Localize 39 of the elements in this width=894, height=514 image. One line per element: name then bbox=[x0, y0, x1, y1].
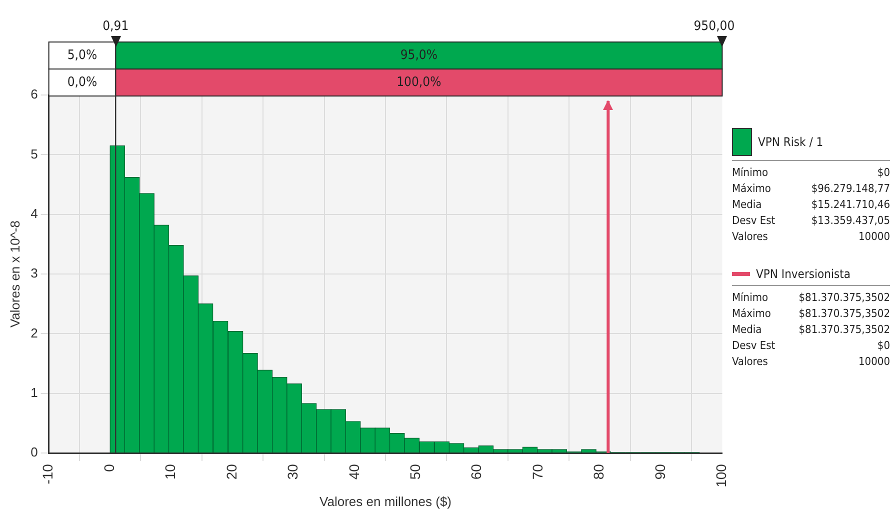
y-axis-title: Valores en x 10^-8 bbox=[7, 220, 22, 328]
x-tick-label: -10 bbox=[40, 464, 56, 484]
y-tick-label: 0 bbox=[30, 444, 38, 460]
x-tick-label: 50 bbox=[406, 464, 423, 480]
y-tick-label: 3 bbox=[30, 266, 38, 281]
x-tick-label: 40 bbox=[346, 464, 362, 480]
text: 5,0% bbox=[67, 48, 98, 63]
text: Media $81.370.375,3502 bbox=[732, 323, 890, 336]
text: 950,00 bbox=[694, 19, 735, 34]
x-tick-label: 90 bbox=[652, 464, 668, 480]
text: Mínimo $81.370.375,3502 bbox=[732, 291, 890, 304]
y-tick-label: 2 bbox=[30, 325, 38, 340]
legend-label: VPN Inversionista bbox=[756, 267, 850, 281]
x-tick-label: 0 bbox=[100, 464, 117, 472]
text: Máximo $96.279.148,77 bbox=[732, 182, 890, 195]
x-tick-label: 70 bbox=[529, 464, 546, 480]
text: Desv Est $13.359.437,05 bbox=[732, 214, 890, 227]
text: 95,0% bbox=[400, 48, 438, 63]
x-axis-title: Valores en millones ($) bbox=[320, 494, 452, 509]
x-tick-label: 100 bbox=[713, 464, 730, 488]
y-tick-label: 4 bbox=[30, 206, 38, 221]
y-tick-label: 6 bbox=[30, 86, 38, 102]
x-tick-label: 60 bbox=[468, 464, 484, 480]
text: 100,0% bbox=[396, 74, 442, 90]
x-tick-label: 30 bbox=[284, 464, 301, 480]
text: Máximo $81.370.375,3502 bbox=[732, 307, 890, 320]
y-tick-label: 5 bbox=[30, 146, 38, 162]
text: Media $15.241.710,46 bbox=[732, 198, 890, 211]
text: Mínimo $0 bbox=[732, 166, 890, 179]
legend-label: VPN Risk / 1 bbox=[758, 135, 824, 149]
text: 0,0% bbox=[67, 74, 98, 90]
text: Valores 10000 bbox=[732, 230, 890, 243]
text: Valores 10000 bbox=[732, 355, 890, 368]
ref-line-label: 0,91 bbox=[102, 19, 129, 34]
x-tick-label: 80 bbox=[590, 464, 607, 480]
x-tick-label: 10 bbox=[162, 464, 178, 480]
text: Desv Est $0 bbox=[732, 339, 890, 352]
y-tick-label: 1 bbox=[30, 384, 38, 400]
x-tick-label: 20 bbox=[223, 464, 240, 480]
